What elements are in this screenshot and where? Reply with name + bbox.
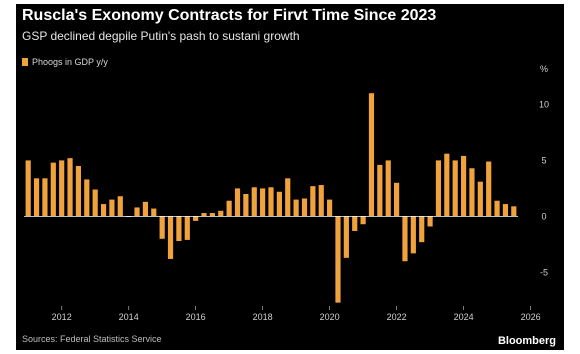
bar-2012-q1 (59, 160, 65, 217)
bar-2021-q3 (377, 164, 383, 217)
bar-2013-q3 (109, 199, 115, 217)
bar-chart: % 10 5 0 -5 2012 2014 2016 2018 2020 2022 2024 2026 (24, 64, 549, 322)
bar-2024-q1 (460, 155, 467, 217)
bar-2017-q3 (243, 194, 249, 217)
y-axis-unit-label: % (540, 64, 548, 74)
bar-2023-q3 (444, 153, 450, 217)
bar-2012-q4 (84, 179, 90, 217)
legend: Phoogs in GDP y/y (22, 57, 108, 67)
x-tick-label: 2024 (454, 312, 474, 322)
bar-2018-q1 (260, 188, 266, 217)
bar-2023-q4 (452, 160, 458, 217)
bar-2018-q3 (276, 191, 282, 217)
bar-2025-q2 (502, 204, 509, 217)
bar-2011-q3 (42, 178, 48, 217)
chart-panel: % 10 5 0 -5 2012 2014 2016 2018 2020 2022 2024 2026… (16, 4, 564, 350)
bar-2013-q1 (92, 189, 98, 217)
chart-subtitle: GSP declined degpile Putin's pash to sus… (22, 29, 300, 43)
bar-2011-q1 (25, 160, 31, 217)
bar-2019-q1 (293, 199, 299, 217)
x-tick-label: 2016 (186, 312, 206, 322)
bar-2022-q4 (419, 216, 425, 243)
legend-label: Phoogs in GDP y/y (32, 57, 108, 67)
bar-2016-q2 (201, 213, 207, 217)
bar-2022-q3 (410, 216, 416, 254)
bar-2015-q3 (176, 216, 182, 242)
bar-2023-q1 (427, 216, 433, 227)
bar-2025-q1 (494, 200, 500, 217)
bar-2021-q1 (360, 216, 366, 225)
bar-2011-q2 (33, 178, 40, 217)
bar-2023-q2 (435, 160, 442, 217)
bar-2012-q3 (75, 166, 82, 217)
x-tick-label: 2012 (52, 312, 72, 322)
bar-2021-q4 (385, 160, 391, 217)
bar-2016-q1 (193, 216, 199, 221)
x-tick-label: 2020 (320, 312, 340, 322)
source-note: Sources: Federal Statistics Service (22, 334, 162, 344)
bar-2015-q4 (184, 216, 190, 240)
x-tick-label: 2026 (521, 312, 541, 322)
chart-title: Ruscla's Exonomy Contracts for Firvt Tim… (22, 7, 437, 24)
bar-2024-q2 (469, 168, 475, 217)
bar-2022-q1 (394, 182, 400, 217)
bar-2020-q2 (335, 216, 341, 303)
bar-2020-q3 (343, 216, 349, 258)
bar-2024-q4 (486, 161, 492, 217)
y-tick-label: 0 (541, 211, 546, 221)
bar-2016-q3 (209, 213, 215, 217)
bar-2021-q2 (368, 93, 375, 217)
bar-2019-q3 (310, 186, 316, 217)
bars-group (25, 93, 517, 303)
bar-2019-q4 (318, 185, 324, 217)
bar-2018-q2 (268, 187, 274, 217)
bar-2016-q4 (218, 210, 224, 217)
bar-2013-q4 (117, 196, 123, 217)
y-tick-label: -5 (540, 267, 548, 277)
bar-2015-q1 (159, 216, 165, 239)
legend-swatch (22, 58, 28, 66)
y-axis-ticks: % 10 5 0 -5 (539, 64, 549, 277)
bar-2012-q2 (67, 158, 73, 217)
y-tick-label: 10 (539, 99, 549, 109)
bar-2017-q1 (226, 200, 232, 217)
bar-2013-q2 (100, 204, 107, 217)
x-tick-label: 2014 (119, 312, 139, 322)
bar-2017-q2 (234, 188, 241, 217)
bar-2024-q3 (477, 181, 483, 217)
bar-2011-q4 (50, 162, 56, 217)
brand-logo: Bloomberg (497, 335, 556, 347)
bar-2022-q2 (402, 216, 408, 262)
bar-2014-q4 (151, 208, 157, 217)
bar-2017-q4 (251, 187, 257, 217)
bar-2025-q3 (511, 206, 517, 217)
x-tick-label: 2022 (387, 312, 407, 322)
y-tick-label: 5 (541, 155, 546, 165)
x-axis-ticks: 2012 2014 2016 2018 2020 2022 2024 2026 (52, 306, 541, 322)
x-tick-label: 2018 (253, 312, 273, 322)
bar-2019-q2 (301, 198, 308, 217)
bar-2014-q2 (134, 207, 140, 217)
bar-2014-q3 (142, 201, 148, 217)
bar-2020-q1 (327, 199, 333, 217)
bar-2018-q4 (285, 178, 291, 217)
bar-2015-q2 (167, 216, 174, 259)
bar-2020-q4 (352, 216, 358, 231)
